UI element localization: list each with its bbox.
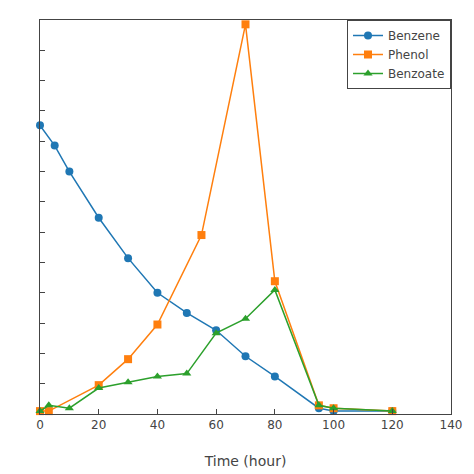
svg-text:Phenol: Phenol (388, 48, 429, 62)
svg-text:60: 60 (208, 418, 223, 432)
svg-text:20: 20 (91, 418, 106, 432)
svg-text:80: 80 (267, 418, 282, 432)
svg-text:40: 40 (150, 418, 165, 432)
svg-text:Benzoate: Benzoate (388, 67, 444, 81)
svg-text:0: 0 (36, 418, 44, 432)
svg-text:140: 140 (440, 418, 463, 432)
svg-text:100: 100 (322, 418, 345, 432)
svg-text:Benzene: Benzene (388, 29, 440, 43)
svg-text:120: 120 (381, 418, 404, 432)
svg-text:Time (hour): Time (hour) (204, 453, 287, 469)
